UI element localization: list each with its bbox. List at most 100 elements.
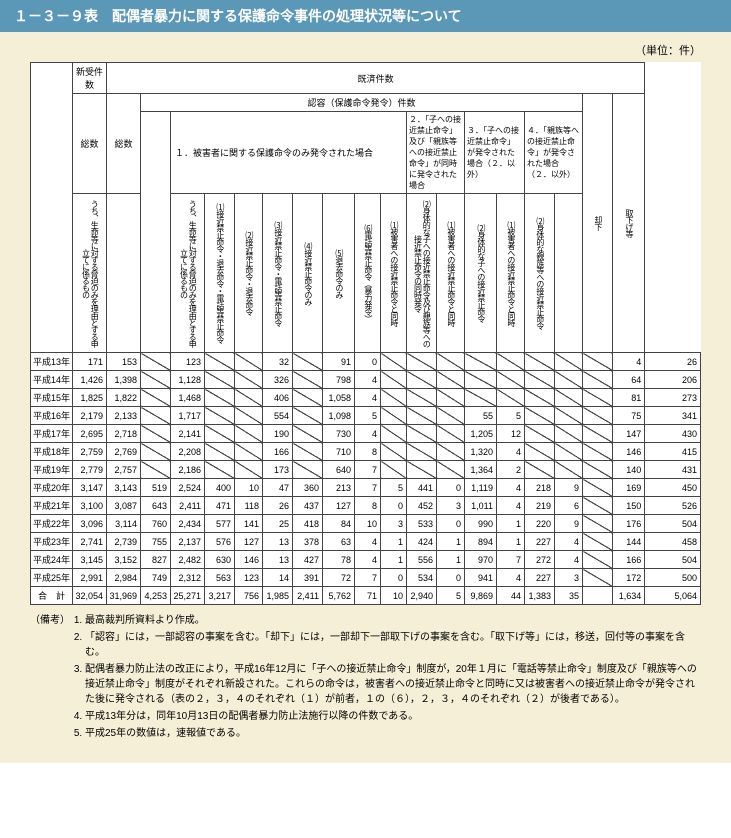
table-row: 平成20年3,1473,1435192,52440010473602137544… <box>31 479 701 497</box>
data-cell: 970 <box>465 551 497 569</box>
data-cell: 563 <box>205 569 235 587</box>
data-cell <box>555 425 583 443</box>
data-cell: 452 <box>407 497 437 515</box>
table-row: 平成22年3,0963,1147602,43457714125418841035… <box>31 515 701 533</box>
data-cell <box>407 353 437 371</box>
data-cell <box>525 353 555 371</box>
data-cell: 3 <box>381 515 407 533</box>
data-cell: 2,940 <box>407 587 437 605</box>
data-cell: 500 <box>645 569 701 587</box>
data-cell: 4 <box>355 533 381 551</box>
data-cell: 173 <box>263 461 293 479</box>
data-cell: 1,119 <box>465 479 497 497</box>
data-cell: 75 <box>613 407 645 425</box>
notes: （備考） 最高裁判所資料より作成。「認容」には，一部認容の事案を含む。「却下」に… <box>0 605 731 743</box>
data-cell: 630 <box>205 551 235 569</box>
data-cell: 1,717 <box>171 407 205 425</box>
data-cell: 6 <box>555 497 583 515</box>
unit-label: （単位：件） <box>0 32 731 62</box>
data-cell: 123 <box>235 569 263 587</box>
data-cell <box>583 407 613 425</box>
data-cell <box>437 425 465 443</box>
data-cell: 2,718 <box>107 425 141 443</box>
data-cell: 534 <box>407 569 437 587</box>
data-cell: 172 <box>613 569 645 587</box>
data-cell <box>525 407 555 425</box>
data-cell: 7 <box>355 569 381 587</box>
data-cell: 941 <box>465 569 497 587</box>
year-cell: 平成20年 <box>31 479 73 497</box>
data-cell <box>555 353 583 371</box>
data-cell <box>205 443 235 461</box>
data-cell: 72 <box>323 569 355 587</box>
data-cell: 2,141 <box>171 425 205 443</box>
hdr-kyakka: 却下 <box>583 94 613 353</box>
data-cell: 554 <box>263 407 293 425</box>
data-cell: 2,312 <box>171 569 205 587</box>
data-cell: 5 <box>381 479 407 497</box>
data-cell: 213 <box>323 479 355 497</box>
data-cell: 1,426 <box>73 371 107 389</box>
data-cell <box>141 443 171 461</box>
data-cell <box>141 425 171 443</box>
data-cell: 118 <box>235 497 263 515</box>
data-cell: 990 <box>465 515 497 533</box>
data-cell <box>497 353 525 371</box>
data-cell: 827 <box>141 551 171 569</box>
hdr-g2-1: ⑴被害者への接近禁止命令と同時 <box>381 194 407 353</box>
hdr-g3-1: ⑴被害者への接近禁止命令と同時 <box>437 194 465 353</box>
data-cell: 3,100 <box>73 497 107 515</box>
data-cell: 25,271 <box>171 587 205 605</box>
hdr-g4: ４．「親族等への接近禁止命令」が発令された場合（２．以外） <box>525 112 583 194</box>
data-cell: 2,695 <box>73 425 107 443</box>
data-cell: 1,825 <box>73 389 107 407</box>
note-item: 最高裁判所資料より作成。 <box>85 613 701 628</box>
table-row: 平成25年2,9912,9847492,31256312314391727053… <box>31 569 701 587</box>
data-cell: 504 <box>645 515 701 533</box>
data-cell: 1,398 <box>107 371 141 389</box>
data-cell: 63 <box>323 533 355 551</box>
data-cell <box>205 371 235 389</box>
data-cell: 504 <box>645 551 701 569</box>
data-cell: 798 <box>323 371 355 389</box>
data-cell: 146 <box>613 443 645 461</box>
data-cell: 2,186 <box>171 461 205 479</box>
data-cell: 84 <box>323 515 355 533</box>
hdr-g2-2: ⑵身体的な子への接近禁止命令及び親族等への接近禁止命令の同時発令 <box>407 194 437 353</box>
data-cell: 360 <box>293 479 323 497</box>
notes-label: （備考） <box>30 613 70 628</box>
data-cell <box>583 515 613 533</box>
hdr-uchi1: うち、生命等に対する脅迫のみを理由とする申立てに係るもの <box>73 194 107 353</box>
data-cell: 1,098 <box>323 407 355 425</box>
data-cell: 1,383 <box>525 587 555 605</box>
data-cell: 0 <box>381 569 407 587</box>
data-cell <box>437 461 465 479</box>
data-cell: 4 <box>355 551 381 569</box>
data-cell: 4 <box>355 371 381 389</box>
data-cell: 47 <box>263 479 293 497</box>
data-cell: 4 <box>355 389 381 407</box>
data-cell: 5 <box>497 407 525 425</box>
data-cell <box>381 443 407 461</box>
data-cell: 424 <box>407 533 437 551</box>
year-cell: 合 計 <box>31 587 73 605</box>
data-cell: 437 <box>293 497 323 515</box>
data-cell: 272 <box>525 551 555 569</box>
data-cell: 756 <box>235 587 263 605</box>
data-cell <box>293 371 323 389</box>
table-row: 平成13年17115312332910426 <box>31 353 701 371</box>
data-cell <box>381 425 407 443</box>
data-cell: 273 <box>645 389 701 407</box>
hdr-c6: ⑹電話等禁止命令（暴力発令） <box>355 194 381 353</box>
data-cell: 1 <box>437 551 465 569</box>
data-cell: 2 <box>497 461 525 479</box>
data-cell: 556 <box>407 551 437 569</box>
data-cell <box>525 371 555 389</box>
data-cell: 3,217 <box>205 587 235 605</box>
hdr-sosu2: 総数 <box>107 94 141 194</box>
data-cell: 1 <box>497 515 525 533</box>
data-cell <box>437 353 465 371</box>
data-cell: 519 <box>141 479 171 497</box>
data-cell <box>205 353 235 371</box>
hdr-c4: ⑷接近禁止命令のみ <box>293 194 323 353</box>
